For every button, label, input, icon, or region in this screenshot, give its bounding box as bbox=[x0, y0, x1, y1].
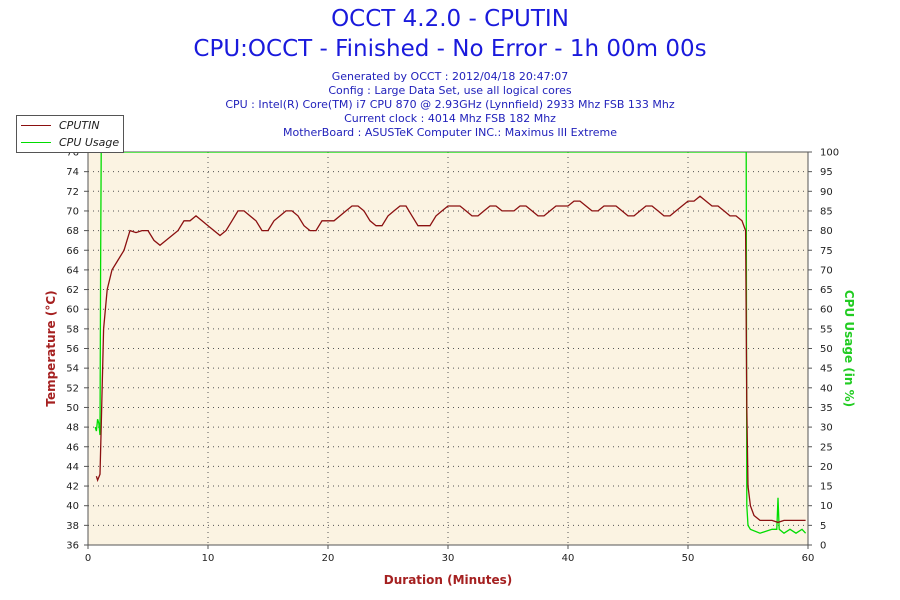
y-tick-label: 66 bbox=[66, 246, 79, 257]
legend: CPUTIN CPU Usage bbox=[16, 115, 124, 153]
series-line-cpu-usage bbox=[94, 152, 807, 535]
y2-tick-label: 95 bbox=[820, 167, 833, 178]
chart-title: OCCT 4.2.0 - CPUTIN bbox=[331, 6, 569, 32]
info-config: Config : Large Data Set, use all logical… bbox=[328, 84, 572, 97]
y-tick-label: 38 bbox=[66, 521, 79, 532]
y-tick-label: 36 bbox=[66, 541, 79, 552]
y2-tick-label: 10 bbox=[820, 501, 833, 512]
series-line-cputin bbox=[95, 195, 806, 524]
y2-tick-label: 45 bbox=[820, 364, 833, 375]
y-tick-label: 62 bbox=[66, 285, 79, 296]
x-tick-label: 0 bbox=[85, 553, 91, 564]
y2-tick-label: 75 bbox=[820, 246, 833, 257]
info-clock: Current clock : 4014 Mhz FSB 182 Mhz bbox=[344, 112, 556, 125]
info-generated: Generated by OCCT : 2012/04/18 20:47:07 bbox=[331, 70, 569, 83]
y2-tick-label: 60 bbox=[820, 305, 833, 316]
y2-tick-label: 20 bbox=[820, 462, 833, 473]
y2-tick-label: 0 bbox=[820, 541, 826, 552]
y-tick-label: 74 bbox=[66, 167, 79, 178]
title-block: OCCT 4.2.0 - CPUTIN CPU:OCCT - Finished … bbox=[0, 4, 900, 140]
y-tick-label: 54 bbox=[66, 364, 79, 375]
y-tick-label: 64 bbox=[66, 265, 79, 276]
y2-tick-label: 90 bbox=[820, 187, 833, 198]
y2-tick-label: 70 bbox=[820, 265, 833, 276]
y-tick-label: 60 bbox=[66, 305, 79, 316]
x-tick-label: 40 bbox=[562, 553, 575, 564]
y2-tick-label: 25 bbox=[820, 442, 833, 453]
y-tick-label: 56 bbox=[66, 344, 79, 355]
legend-item-cpu-usage: CPU Usage bbox=[17, 134, 119, 150]
y2-tick-label: 5 bbox=[820, 521, 826, 532]
y-tick-label: 46 bbox=[66, 442, 79, 453]
y2-tick-label: 100 bbox=[820, 148, 839, 159]
y-tick-label: 52 bbox=[66, 383, 79, 394]
y2-tick-label: 65 bbox=[820, 285, 833, 296]
x-tick-label: 50 bbox=[682, 553, 695, 564]
y2-tick-label: 80 bbox=[820, 226, 833, 237]
y2-tick-label: 55 bbox=[820, 324, 833, 335]
y-axis-label: Temperature (°C) bbox=[44, 290, 58, 406]
y2-tick-label: 30 bbox=[820, 423, 833, 434]
y-tick-label: 70 bbox=[66, 206, 79, 217]
y-tick-label: 68 bbox=[66, 226, 79, 237]
legend-swatch-cputin bbox=[21, 124, 51, 126]
y2-tick-label: 35 bbox=[820, 403, 833, 414]
y-tick-label: 76 bbox=[66, 148, 79, 159]
x-tick-label: 30 bbox=[442, 553, 455, 564]
info-cpu: CPU : Intel(R) Core(TM) i7 CPU 870 @ 2.9… bbox=[225, 98, 675, 111]
y2-tick-label: 15 bbox=[820, 482, 833, 493]
chart-subtitle: CPU:OCCT - Finished - No Error - 1h 00m … bbox=[193, 36, 707, 62]
x-tick-label: 10 bbox=[202, 553, 215, 564]
legend-label-cputin: CPUTIN bbox=[59, 118, 100, 132]
y2-tick-label: 85 bbox=[820, 206, 833, 217]
y-tick-label: 44 bbox=[66, 462, 79, 473]
x-axis-label: Duration (Minutes) bbox=[384, 573, 512, 587]
y-tick-label: 58 bbox=[66, 324, 79, 335]
y2-tick-label: 50 bbox=[820, 344, 833, 355]
x-tick-label: 60 bbox=[802, 553, 815, 564]
info-motherboard: MotherBoard : ASUSTeK Computer INC.: Max… bbox=[283, 126, 617, 139]
y2-axis-label: CPU Usage (in %) bbox=[842, 290, 856, 407]
legend-item-cputin: CPUTIN bbox=[17, 117, 100, 133]
y-tick-label: 50 bbox=[66, 403, 79, 414]
y-tick-label: 72 bbox=[66, 187, 79, 198]
legend-label-cpu-usage: CPU Usage bbox=[59, 135, 120, 149]
y-tick-label: 48 bbox=[66, 423, 79, 434]
y-tick-label: 42 bbox=[66, 482, 79, 493]
legend-swatch-cpu-usage bbox=[21, 141, 51, 143]
y2-tick-label: 40 bbox=[820, 383, 833, 394]
x-tick-label: 20 bbox=[322, 553, 335, 564]
y-tick-label: 40 bbox=[66, 501, 79, 512]
